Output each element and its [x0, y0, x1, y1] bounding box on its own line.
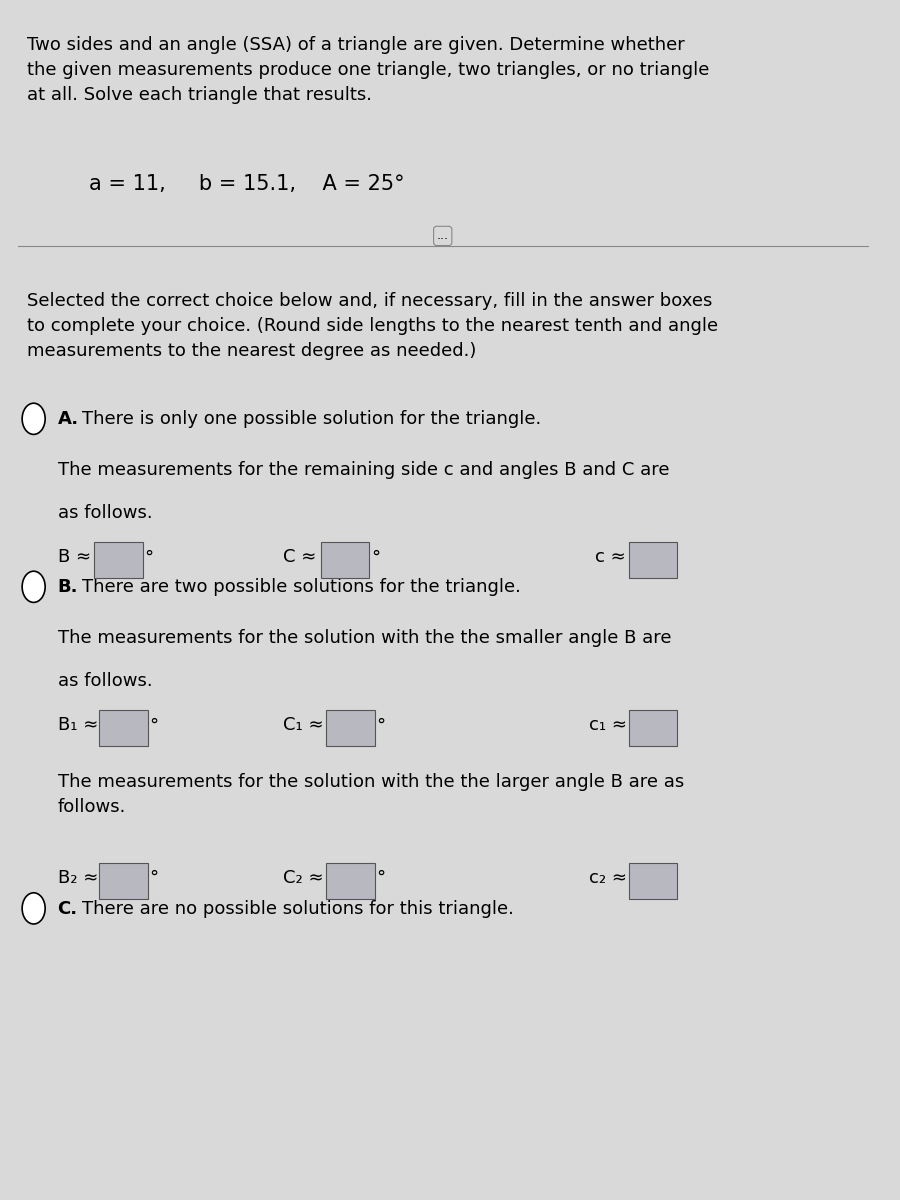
FancyBboxPatch shape [629, 863, 678, 899]
FancyBboxPatch shape [94, 542, 142, 578]
Text: B₁ ≈: B₁ ≈ [58, 716, 98, 734]
Circle shape [22, 893, 45, 924]
FancyBboxPatch shape [320, 542, 369, 578]
Text: c ≈: c ≈ [595, 548, 625, 566]
FancyBboxPatch shape [629, 542, 678, 578]
Text: Selected the correct choice below and, if necessary, fill in the answer boxes
to: Selected the correct choice below and, i… [27, 292, 717, 360]
Text: B₂ ≈: B₂ ≈ [58, 869, 98, 887]
Text: as follows.: as follows. [58, 504, 152, 522]
Text: as follows.: as follows. [58, 672, 152, 690]
Text: C.: C. [58, 900, 77, 918]
FancyBboxPatch shape [326, 710, 374, 746]
Text: Two sides and an angle (SSA) of a triangle are given. Determine whether
the give: Two sides and an angle (SSA) of a triang… [27, 36, 709, 104]
Text: c₂ ≈: c₂ ≈ [589, 869, 626, 887]
Text: °: ° [144, 548, 154, 566]
Text: The measurements for the solution with the the larger angle B are as
follows.: The measurements for the solution with t… [58, 773, 684, 816]
Text: The measurements for the remaining side c and angles B and C are: The measurements for the remaining side … [58, 461, 669, 479]
Text: °: ° [149, 869, 158, 887]
FancyBboxPatch shape [629, 710, 678, 746]
Text: c₁ ≈: c₁ ≈ [589, 716, 626, 734]
Text: ...: ... [436, 229, 449, 242]
Text: °: ° [371, 548, 380, 566]
Circle shape [22, 571, 45, 602]
Text: There are no possible solutions for this triangle.: There are no possible solutions for this… [82, 900, 514, 918]
Text: There is only one possible solution for the triangle.: There is only one possible solution for … [82, 410, 542, 428]
Text: °: ° [149, 716, 158, 734]
Circle shape [22, 403, 45, 434]
FancyBboxPatch shape [99, 863, 148, 899]
Text: C ≈: C ≈ [284, 548, 317, 566]
Text: B.: B. [58, 578, 78, 596]
FancyBboxPatch shape [326, 863, 374, 899]
Text: a = 11,     b = 15.1,    A = 25°: a = 11, b = 15.1, A = 25° [88, 174, 404, 194]
FancyBboxPatch shape [99, 710, 148, 746]
Text: C₁ ≈: C₁ ≈ [284, 716, 324, 734]
Text: B ≈: B ≈ [58, 548, 91, 566]
Text: A.: A. [58, 410, 78, 428]
Text: There are two possible solutions for the triangle.: There are two possible solutions for the… [82, 578, 521, 596]
Text: °: ° [376, 716, 385, 734]
Text: The measurements for the solution with the the smaller angle B are: The measurements for the solution with t… [58, 629, 671, 647]
Text: C₂ ≈: C₂ ≈ [284, 869, 324, 887]
Text: °: ° [376, 869, 385, 887]
